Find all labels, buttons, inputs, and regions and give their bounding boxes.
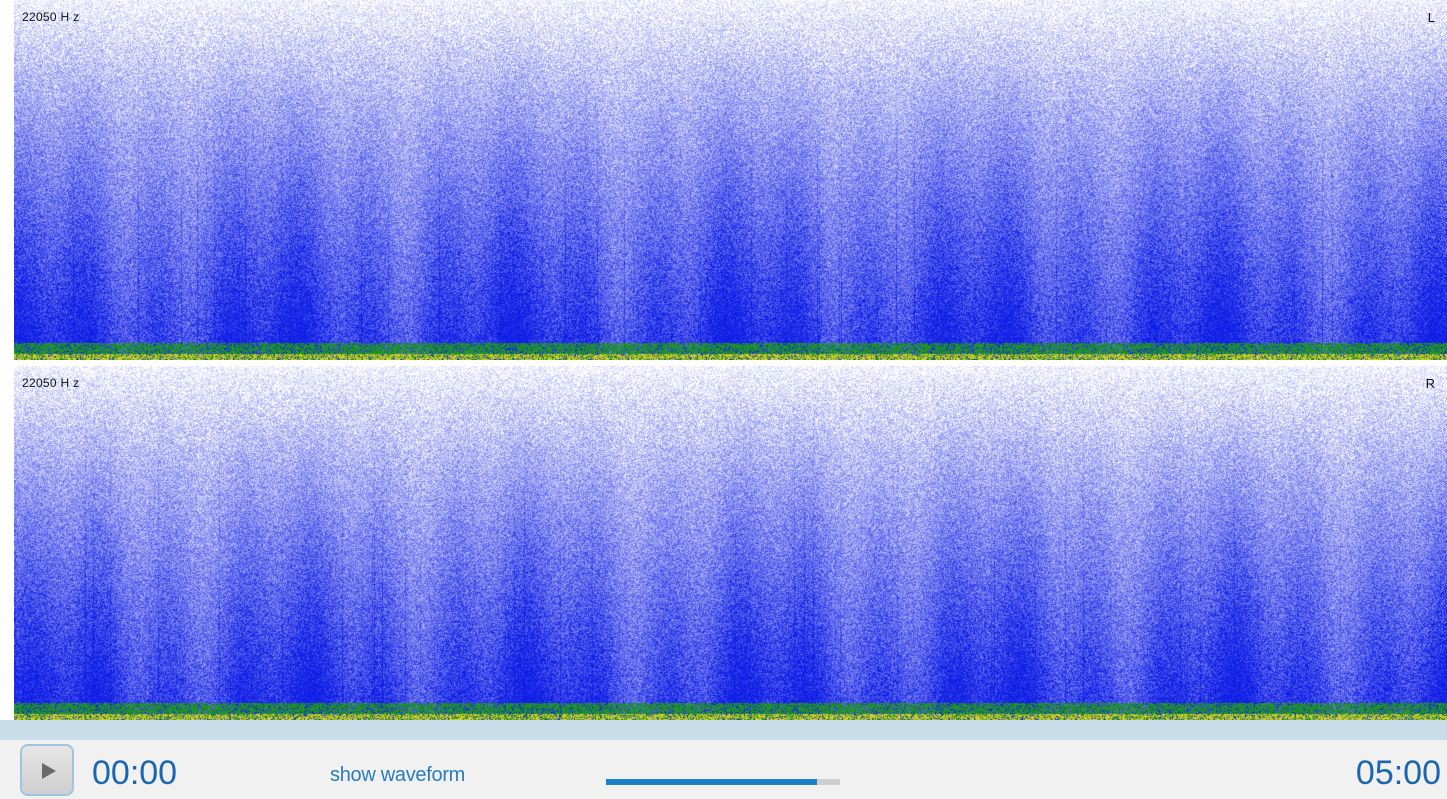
frequency-label-left: 22050 H z — [22, 10, 80, 24]
play-icon — [42, 763, 56, 779]
progress-bar[interactable] — [606, 779, 840, 785]
current-time: 00:00 — [92, 754, 178, 792]
timeline-strip — [0, 720, 1447, 740]
frequency-label-right: 22050 H z — [22, 376, 80, 390]
progress-fill — [606, 779, 817, 785]
show-waveform-link[interactable]: show waveform — [330, 764, 466, 786]
total-time: 05:00 — [1355, 754, 1441, 792]
channel-label-right: R — [1425, 376, 1435, 391]
play-button[interactable] — [20, 744, 74, 796]
left-edge — [0, 0, 14, 740]
spectrogram-canvas-right — [14, 366, 1447, 720]
spectrogram-channel-right: 22050 H z R — [14, 366, 1447, 720]
channel-label-left: L — [1427, 10, 1435, 25]
spectrogram-canvas-left — [14, 0, 1447, 360]
player-controls: 00:00 show waveform 05:00 — [0, 740, 1447, 799]
spectrogram-channel-left: 22050 H z L — [14, 0, 1447, 360]
